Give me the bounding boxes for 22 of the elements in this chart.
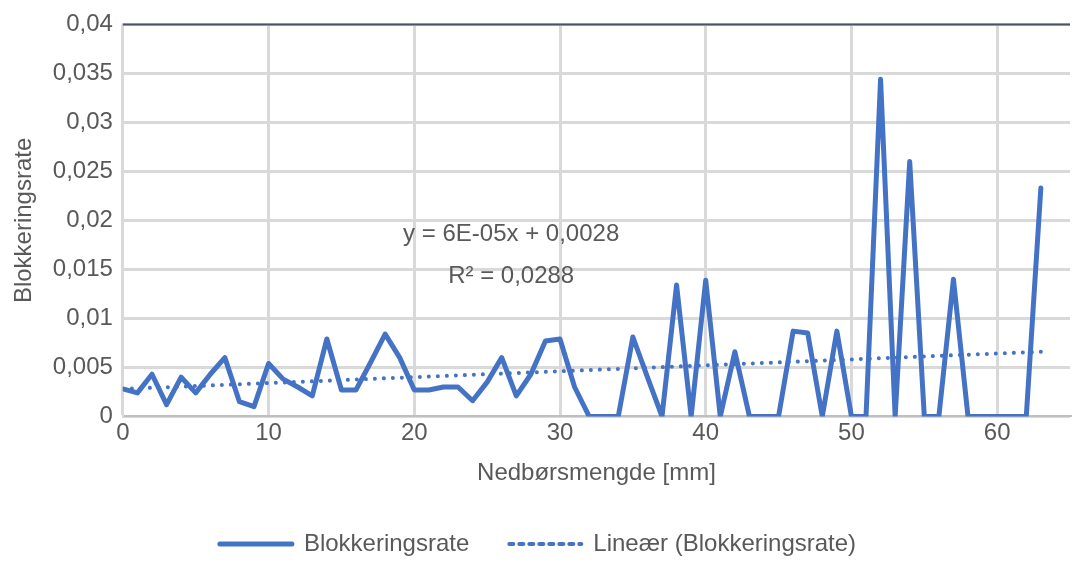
x-axis-title: Nedbørsmengde [mm] (477, 458, 716, 486)
y-tick-label: 0,02 (66, 205, 113, 233)
y-tick-label: 0,04 (66, 9, 113, 37)
x-tick-label: 10 (255, 418, 282, 446)
legend-label: Lineær (Blokkeringsrate) (593, 528, 857, 556)
y-axis-title: Blokkeringsrate (9, 137, 37, 304)
x-tick-label: 40 (692, 418, 720, 446)
x-tick-label: 50 (838, 418, 865, 446)
y-tick-label: 0,01 (66, 303, 113, 331)
annotation: R² = 0,0288 (448, 260, 575, 288)
annotation: y = 6E-05x + 0,0028 (403, 218, 620, 246)
y-tick-label: 0,03 (66, 107, 113, 135)
x-tick-label: 0 (116, 418, 130, 446)
x-tick-label: 60 (983, 418, 1011, 446)
y-tick-label: 0,005 (52, 352, 113, 380)
y-tick-label: 0,035 (52, 58, 113, 86)
legend-label: Blokkeringsrate (303, 528, 470, 556)
x-tick-label: 20 (400, 418, 428, 446)
x-tick-label: 30 (546, 418, 574, 446)
y-tick-label: 0 (99, 401, 113, 429)
y-tick-label: 0,015 (52, 254, 113, 282)
y-tick-label: 0,025 (52, 156, 113, 184)
